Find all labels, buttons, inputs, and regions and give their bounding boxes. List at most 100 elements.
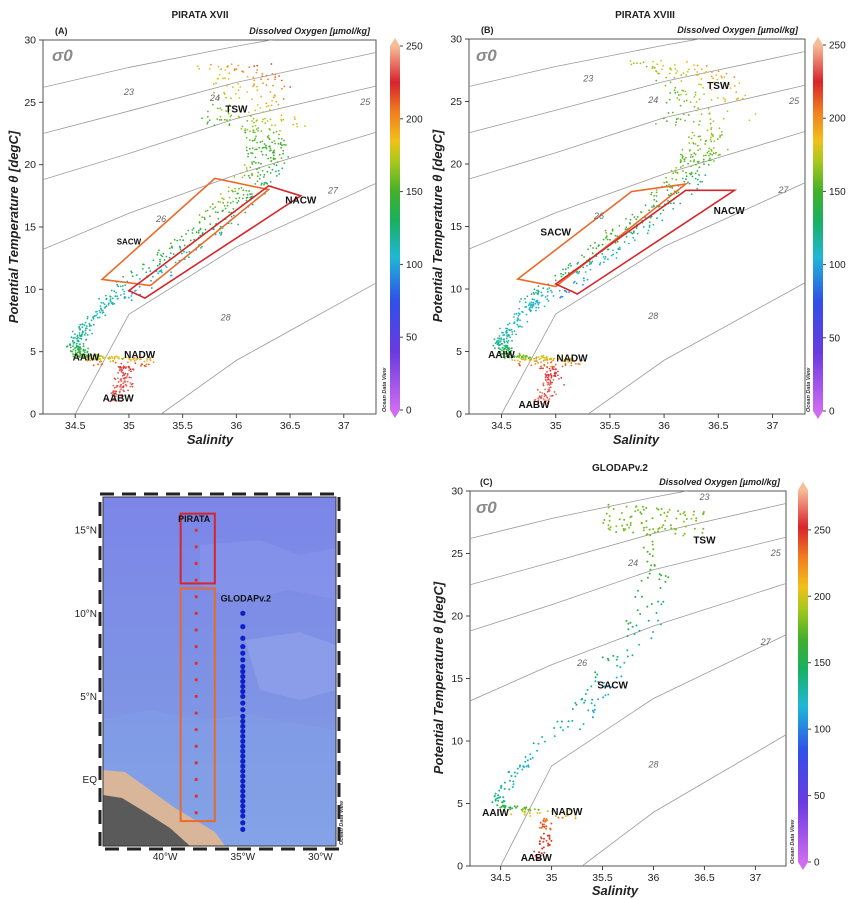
- map-lon-label: 35°W: [231, 852, 256, 863]
- data-point: [603, 519, 606, 521]
- data-point: [84, 329, 87, 332]
- data-point: [519, 360, 521, 363]
- data-point: [535, 301, 538, 303]
- data-point: [710, 128, 712, 131]
- data-point: [704, 154, 707, 157]
- data-point: [80, 353, 82, 356]
- x-tick-label: 36.5: [708, 420, 729, 432]
- data-point: [256, 64, 259, 67]
- data-point: [229, 119, 231, 121]
- data-point: [78, 325, 81, 328]
- isopycnal-label: 26: [593, 211, 604, 221]
- data-point: [644, 204, 647, 207]
- data-point: [547, 381, 549, 384]
- data-point: [493, 347, 496, 350]
- data-point: [271, 141, 273, 144]
- data-point: [104, 314, 107, 317]
- map-bathymetry-patch: [200, 540, 336, 600]
- data-point: [170, 246, 173, 249]
- data-point: [735, 98, 738, 101]
- data-point: [226, 204, 229, 207]
- data-point: [655, 195, 658, 197]
- data-point: [697, 183, 699, 186]
- data-point: [724, 100, 727, 103]
- data-point: [626, 655, 629, 658]
- panel-b-colorbar-top-arrow: [813, 37, 823, 45]
- data-point: [660, 59, 662, 62]
- data-point: [738, 82, 741, 84]
- data-point: [174, 261, 177, 264]
- data-point: [550, 357, 553, 360]
- map-station: [194, 644, 198, 649]
- data-point: [645, 65, 648, 68]
- data-point: [605, 232, 608, 234]
- data-point: [170, 242, 172, 245]
- data-point: [229, 202, 232, 204]
- data-point: [519, 325, 521, 328]
- data-point: [279, 129, 281, 132]
- data-point: [263, 176, 265, 178]
- data-point: [587, 248, 589, 251]
- panel-c-watermark: Ocean Data View: [790, 819, 796, 864]
- data-point: [256, 119, 259, 121]
- data-point: [560, 275, 563, 278]
- data-point: [285, 144, 287, 146]
- data-point: [268, 127, 271, 130]
- data-point: [223, 205, 226, 207]
- data-point: [497, 799, 500, 802]
- data-point: [680, 74, 683, 77]
- data-point: [711, 154, 714, 156]
- data-point: [554, 363, 557, 366]
- data-point: [576, 263, 579, 265]
- data-point: [259, 174, 262, 176]
- data-point: [564, 364, 567, 367]
- data-point: [80, 338, 83, 340]
- data-point: [653, 564, 656, 567]
- data-point: [542, 820, 545, 822]
- data-point: [544, 296, 547, 298]
- data-point: [89, 324, 91, 327]
- data-point: [691, 175, 694, 178]
- data-point: [224, 69, 227, 71]
- data-point: [99, 307, 102, 310]
- data-point: [665, 515, 668, 518]
- data-point: [543, 826, 546, 828]
- y-tick-label: 10: [24, 284, 36, 296]
- data-point: [74, 349, 77, 352]
- data-point: [259, 141, 262, 144]
- data-point: [706, 129, 709, 132]
- data-point: [669, 81, 672, 84]
- data-point: [500, 786, 502, 789]
- data-point: [172, 253, 175, 255]
- data-point: [567, 725, 569, 728]
- data-point: [89, 329, 91, 332]
- data-point: [513, 330, 516, 332]
- data-point: [266, 120, 269, 122]
- isopycnal-line: [470, 503, 786, 586]
- data-point: [239, 172, 242, 175]
- data-point: [272, 131, 275, 134]
- data-point: [218, 96, 221, 99]
- data-point: [543, 740, 546, 743]
- data-point: [261, 140, 264, 143]
- data-point: [238, 187, 240, 190]
- data-point: [636, 232, 639, 235]
- data-point: [594, 680, 597, 683]
- data-point: [562, 729, 564, 732]
- data-point: [713, 140, 716, 143]
- data-point: [197, 229, 200, 232]
- data-point: [701, 531, 704, 534]
- data-point: [680, 80, 683, 82]
- data-point: [664, 519, 667, 522]
- data-point: [635, 505, 638, 508]
- data-point: [535, 306, 538, 309]
- map-lat-label: EQ: [83, 775, 98, 786]
- data-point: [212, 103, 214, 106]
- data-point: [215, 82, 218, 85]
- data-point: [254, 156, 257, 159]
- data-point: [558, 378, 560, 380]
- isopycnal-label: 24: [627, 558, 638, 568]
- data-point: [498, 337, 501, 340]
- data-point: [250, 115, 252, 117]
- data-point: [601, 243, 604, 246]
